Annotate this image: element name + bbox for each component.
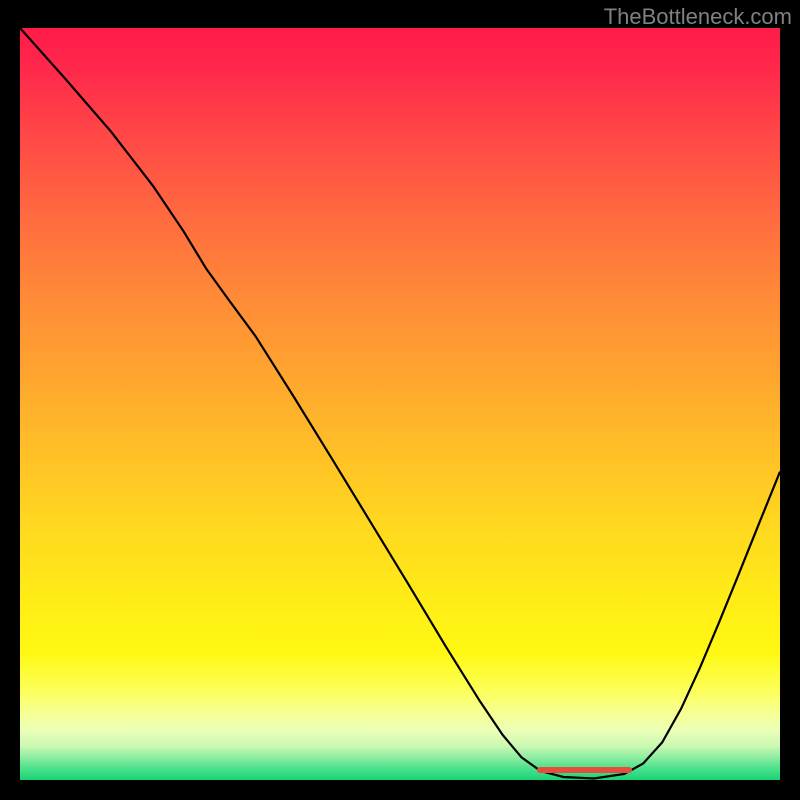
curve-layer	[20, 28, 780, 780]
minimum-marker	[537, 767, 632, 773]
plot-area	[20, 28, 780, 780]
watermark-text: TheBottleneck.com	[604, 4, 792, 30]
bottleneck-curve	[20, 28, 780, 779]
